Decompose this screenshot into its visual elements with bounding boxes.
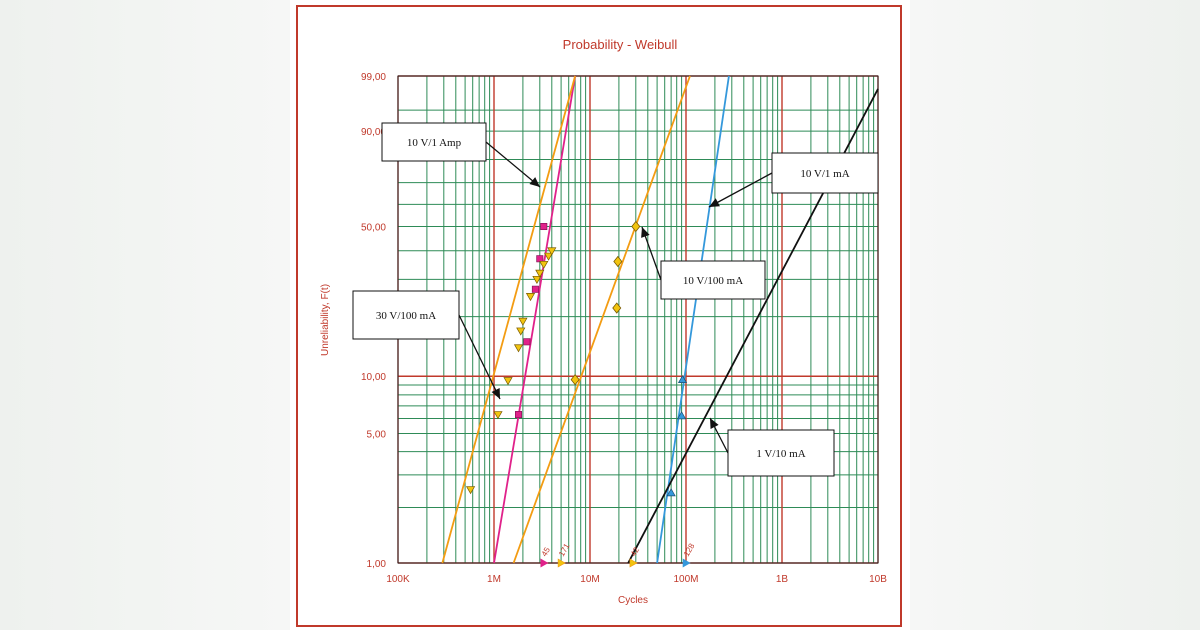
data-point xyxy=(631,220,641,233)
data-point xyxy=(539,260,549,270)
callout-label: 10 V/1 Amp xyxy=(407,137,462,149)
data-point xyxy=(525,293,536,302)
data-point xyxy=(513,344,524,353)
tick-labels: 100K 1M 10M 100M 1B 10B 1,00 5,00 10,00 50,00 90,0… xyxy=(361,72,887,585)
suspension-marker xyxy=(540,558,549,568)
data-point xyxy=(666,488,676,497)
x-tick-label: 100M xyxy=(673,574,698,585)
data-point xyxy=(547,247,557,256)
data-point xyxy=(518,317,528,326)
data-point xyxy=(523,338,531,346)
callouts: 10 V/1 Amp 30 V/100 mA 10 V/100 mA 10 V/1 m… xyxy=(352,122,879,477)
data-point xyxy=(677,374,688,384)
fit-line xyxy=(493,75,577,564)
callout-leader xyxy=(708,172,773,208)
fit-line xyxy=(512,75,691,564)
data-point xyxy=(570,374,580,386)
callout-arrowhead xyxy=(709,198,720,207)
callout-label: 30 V/100 mA xyxy=(376,310,436,322)
suspension-marker xyxy=(629,558,638,568)
callout-leader xyxy=(458,314,501,400)
weibull-figure: 45 171 42 128 100K 1M 10M 100M 1B 10B 1,00 5,00 10,… xyxy=(290,0,910,630)
suspension-marker xyxy=(557,558,566,568)
data-point xyxy=(465,486,476,495)
callout-arrowhead xyxy=(529,177,540,187)
y-tick-label: 5,00 xyxy=(367,429,387,440)
data-point xyxy=(531,285,539,293)
y-tick-label: 1,00 xyxy=(367,559,387,570)
data-point xyxy=(516,327,526,336)
callout-label: 10 V/1 mA xyxy=(800,168,849,180)
callout-label: 1 V/10 mA xyxy=(756,448,805,460)
data-point xyxy=(677,411,687,420)
x-tick-label: 1B xyxy=(776,574,789,585)
callout-box xyxy=(352,290,460,340)
callout-box xyxy=(381,122,487,162)
data-point xyxy=(532,275,542,285)
x-tick-label: 10B xyxy=(869,574,887,585)
fit-line xyxy=(656,75,730,564)
callout-box xyxy=(660,260,766,300)
suspension-marker xyxy=(682,558,691,568)
data-point xyxy=(543,252,554,261)
callout-arrowhead xyxy=(641,227,650,238)
callout-arrowhead xyxy=(710,418,719,429)
data-point xyxy=(540,223,548,231)
x-tick-label: 1M xyxy=(487,574,501,585)
data-point xyxy=(503,377,513,386)
chart-title: Probability - Weibull xyxy=(563,37,678,52)
x-tick-label: 100K xyxy=(386,574,410,585)
y-tick-label: 50,00 xyxy=(361,223,386,234)
y-tick-label: 99,00 xyxy=(361,72,386,83)
data-point xyxy=(515,411,523,419)
fit-line xyxy=(441,75,576,564)
x-tick-label: 10M xyxy=(580,574,599,585)
weibull-chart: 45 171 42 128 100K 1M 10M 100M 1B 10B1,005,0010,… xyxy=(296,5,902,627)
data-point xyxy=(493,411,503,420)
data-point xyxy=(613,255,623,268)
y-tick-label: 10,00 xyxy=(361,372,386,383)
data-point xyxy=(612,302,622,314)
callout-arrowhead xyxy=(491,388,500,399)
callout-box xyxy=(727,429,835,477)
data-point xyxy=(535,269,545,278)
y-tick-label: 90,00 xyxy=(361,127,386,138)
y-axis-title: Unreliability, F(t) xyxy=(320,284,331,356)
x-axis-title: Cycles xyxy=(618,595,648,606)
callout-leader xyxy=(485,141,541,188)
callout-label: 10 V/100 mA xyxy=(683,275,743,287)
callout-box xyxy=(771,152,879,194)
data-points xyxy=(465,220,688,497)
